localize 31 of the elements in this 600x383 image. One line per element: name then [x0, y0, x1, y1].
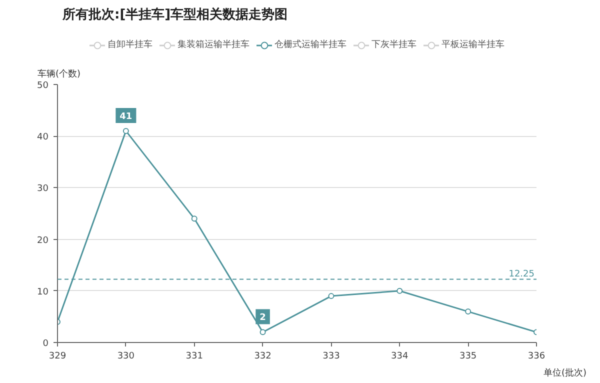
x-tick-label: 331: [186, 352, 203, 362]
point: [122, 128, 129, 134]
x-tick-label: 329: [48, 352, 66, 362]
y-tick-label: 30: [37, 184, 49, 194]
point: [260, 329, 266, 336]
point: [328, 293, 334, 300]
x-tick-label: 335: [459, 352, 477, 362]
point: [191, 216, 198, 222]
y-tick-label: 10: [37, 287, 49, 298]
x-tick-label: 336: [528, 352, 546, 362]
ref-line-label: 12.25: [508, 269, 534, 280]
legend-label: 自卸半挂车: [108, 38, 152, 51]
x-tick-label: 330: [117, 352, 135, 362]
legend-label: 下灰半挂车: [372, 38, 416, 51]
chart-title: 所有批次:[半挂车]车型相关数据走势图: [62, 6, 288, 22]
x-tick-label: 333: [322, 352, 340, 362]
point: [396, 288, 403, 294]
legend-label: 平板运输半挂车: [442, 38, 504, 51]
x-axis-title: 单位(批次): [543, 368, 587, 378]
y-tick-label: 20: [37, 236, 49, 246]
x-tick-label: 334: [391, 352, 409, 362]
x-tick-label: 332: [254, 352, 272, 362]
legend-label: 集装箱运输半挂车: [178, 38, 250, 51]
point: [465, 308, 472, 315]
y-tick-label: 0: [42, 339, 49, 349]
y-tick-label: 50: [37, 81, 49, 91]
y-tick-label: 40: [37, 132, 49, 143]
legend-label: 仓栅式运输半挂车: [274, 38, 346, 51]
annotation: 41: [120, 112, 132, 122]
annotation: 2: [260, 313, 266, 324]
y-axis-title: 车辆(个数): [38, 68, 81, 80]
